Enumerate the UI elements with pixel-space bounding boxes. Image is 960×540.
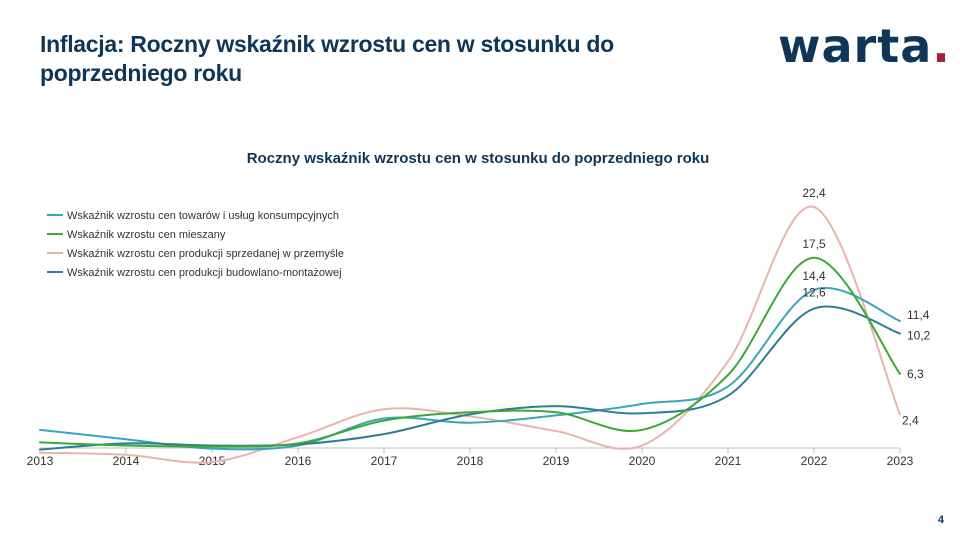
legend-item-label: Wskaźnik wzrostu cen mieszany <box>67 229 226 241</box>
logo-dot: . <box>932 19 951 73</box>
x-tick-label: 2020 <box>629 454 656 468</box>
x-tick-label: 2021 <box>715 454 742 468</box>
logo-wordmark: warta <box>778 19 933 73</box>
x-tick-label: 2022 <box>801 454 828 468</box>
series-line <box>39 256 901 448</box>
x-tick-label: 2018 <box>457 454 484 468</box>
data-label: 14,4 <box>802 269 826 283</box>
data-label: 10,2 <box>907 329 931 343</box>
x-tick-label: 2017 <box>371 454 398 468</box>
x-tick-label: 2013 <box>27 454 54 468</box>
x-tick-label: 2014 <box>113 454 140 468</box>
legend-item-label: Wskaźnik wzrostu cen produkcji budowlano… <box>67 267 342 279</box>
data-label: 2,4 <box>902 413 919 427</box>
x-axis-ticks: 2013 2014 2015 2016 2017 2018 2019 2020 2021 2022… <box>27 448 914 468</box>
x-tick-label: 2023 <box>887 454 914 468</box>
data-label: 12,6 <box>802 286 826 300</box>
series-line <box>39 287 901 451</box>
data-label: 11,4 <box>907 308 930 322</box>
chart-title: Roczny wskaźnik wzrostu cen w stosunku d… <box>247 150 710 167</box>
data-labels: 14,4 11,4 17,5 6,3 22,4 2,4 12,6 10,2 <box>802 186 930 427</box>
legend: Wskaźnik wzrostu cen towarów i usług kon… <box>47 210 344 279</box>
page-number: 4 <box>937 514 944 526</box>
legend-item-label: Wskaźnik wzrostu cen produkcji sprzedane… <box>67 248 344 260</box>
x-tick-label: 2016 <box>285 454 312 468</box>
x-tick-label: 2019 <box>543 454 570 468</box>
data-label: 22,4 <box>802 186 826 200</box>
series-line <box>39 205 901 464</box>
data-label: 6,3 <box>907 367 924 381</box>
x-tick-label: 2015 <box>199 454 226 468</box>
series-lines <box>39 205 901 464</box>
slide-title: Inflacja: Roczny wskaźnik wzrostu cen w … <box>40 31 614 86</box>
data-label: 17,5 <box>802 237 826 251</box>
legend-item-label: Wskaźnik wzrostu cen towarów i usług kon… <box>67 210 339 222</box>
series-line <box>39 305 901 451</box>
warta-logo: warta. <box>778 20 951 72</box>
